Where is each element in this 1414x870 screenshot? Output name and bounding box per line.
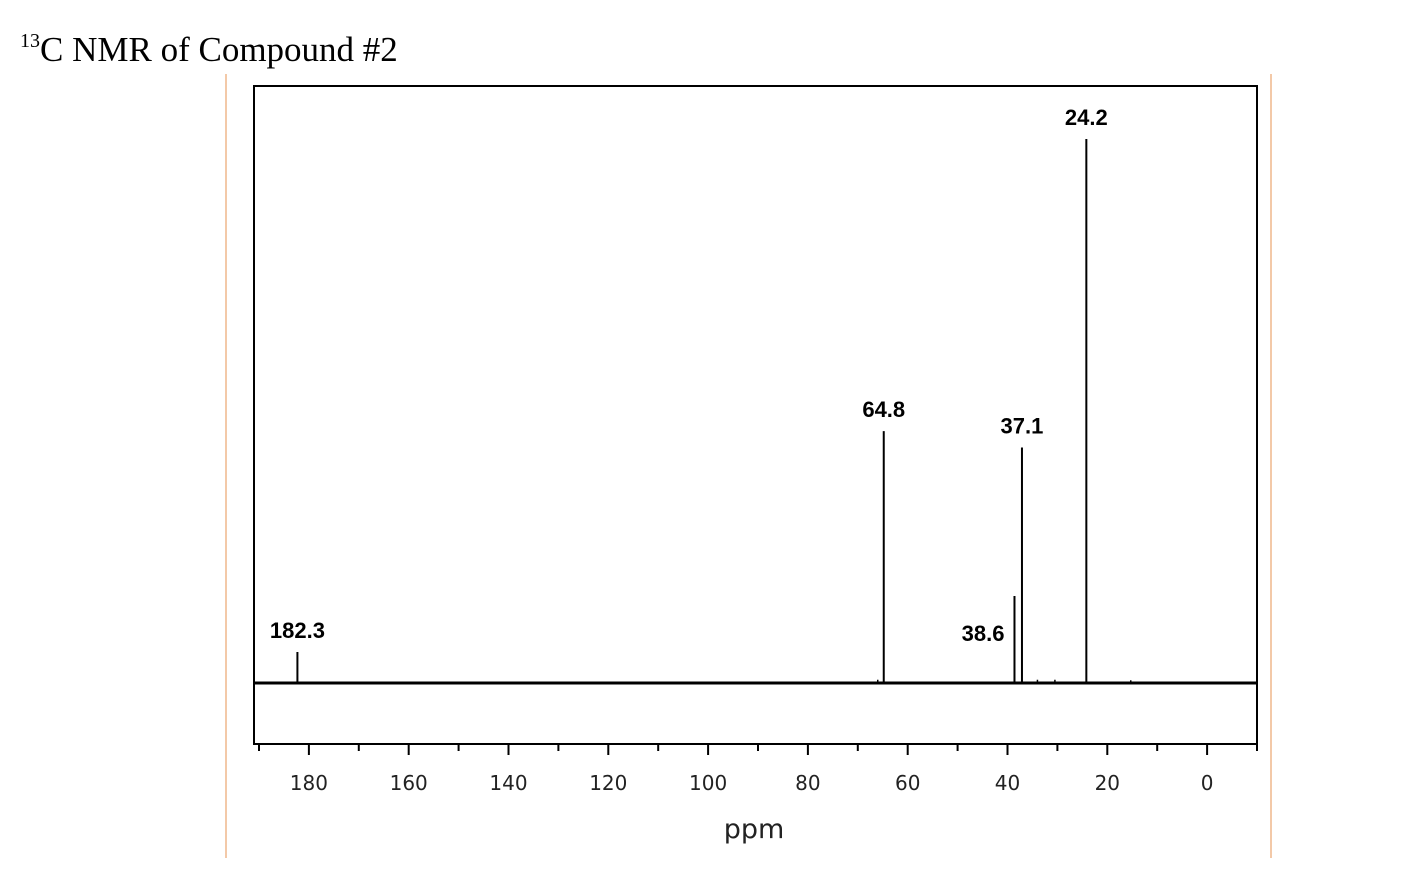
peak-label: 64.8: [862, 397, 905, 422]
peak-labels: 182.3 64.8 38.6 37.1 24.2: [270, 105, 1108, 646]
x-axis-tick-labels: 180 160 140 120 100 80 60 40 20 0: [290, 771, 1214, 795]
x-tick-label: 20: [1095, 771, 1120, 795]
x-tick-label: 0: [1201, 771, 1214, 795]
peak-label: 38.6: [962, 621, 1005, 646]
x-tick-label: 120: [589, 771, 627, 795]
peak-label: 182.3: [270, 618, 325, 643]
x-tick-label: 60: [895, 771, 920, 795]
peak-label: 37.1: [1001, 413, 1044, 438]
page-title: 13C NMR of Compound #2: [20, 30, 398, 69]
peak-label: 24.2: [1065, 105, 1108, 130]
x-tick-label: 80: [795, 771, 820, 795]
title-superscript: 13: [20, 30, 40, 52]
x-tick-label: 40: [995, 771, 1020, 795]
title-text: C NMR of Compound #2: [40, 30, 398, 69]
x-tick-label: 180: [290, 771, 328, 795]
spectrum-peaks: [296, 139, 1132, 683]
plot-area-frame: [253, 85, 1258, 745]
x-tick-label: 160: [390, 771, 428, 795]
x-axis-ticks: [257, 744, 1258, 755]
x-tick-label: 100: [689, 771, 727, 795]
x-axis-title: ppm: [724, 814, 785, 845]
x-tick-label: 140: [489, 771, 527, 795]
